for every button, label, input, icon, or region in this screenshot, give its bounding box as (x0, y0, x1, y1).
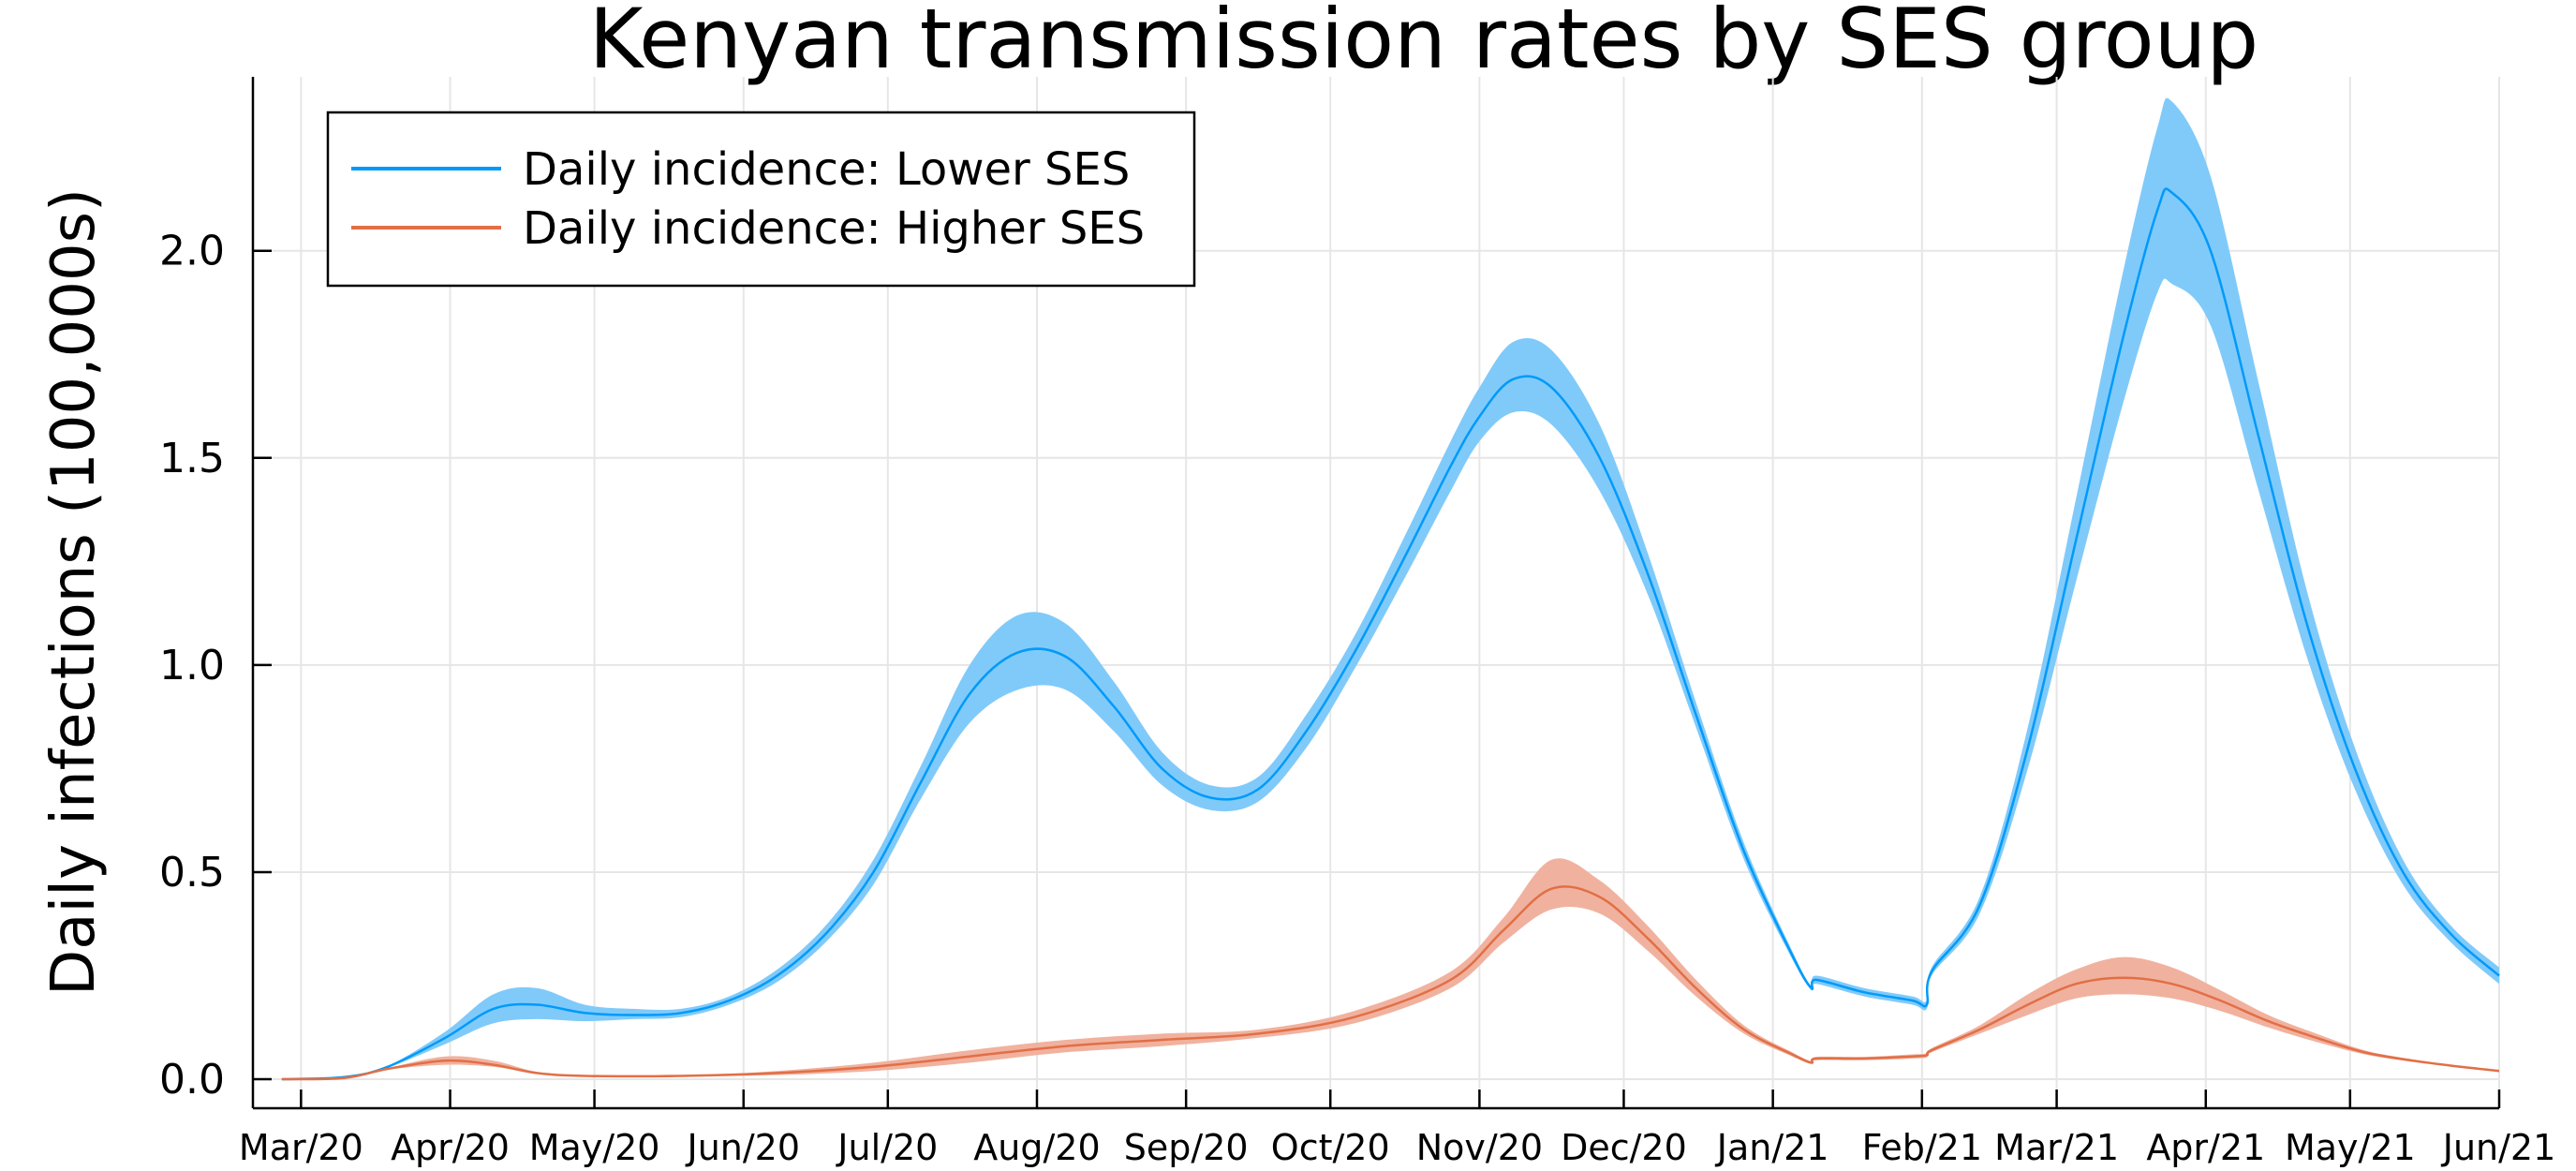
line-lower-ses (281, 187, 2500, 1081)
y-axis-label: Daily infections (100,000s) (39, 188, 109, 996)
band-lower-ses (281, 97, 2499, 1079)
y-tick-label: 1.0 (159, 642, 225, 689)
y-axis-ticks: 0.0 0.5 1.0 1.5 2.0 (159, 228, 272, 1104)
x-tick-label: May/21 (2285, 1127, 2416, 1168)
x-tick-label: Oct/20 (1271, 1127, 1390, 1168)
x-tick-label: Jun/21 (2441, 1127, 2556, 1168)
x-tick-label: Aug/20 (973, 1127, 1100, 1168)
x-tick-label: May/20 (529, 1127, 660, 1168)
y-tick-label: 2.0 (159, 228, 225, 275)
legend-label-higher-ses: Daily incidence: Higher SES (523, 202, 1145, 255)
x-tick-label: Mar/21 (1994, 1127, 2119, 1168)
chart-title: Kenyan transmission rates by SES group (589, 0, 2258, 87)
x-tick-label: Nov/20 (1416, 1127, 1543, 1168)
series-lines (281, 187, 2500, 1081)
x-tick-label: Mar/20 (239, 1127, 363, 1168)
x-axis-ticks: Mar/20 Apr/20 May/20 Jun/20 Jul/20 Aug/20 Sep/… (239, 1089, 2555, 1168)
y-tick-label: 0.5 (159, 849, 225, 897)
legend-box (326, 111, 1196, 288)
x-tick-label: Dec/20 (1561, 1127, 1687, 1168)
legend: Daily incidence: Lower SES Daily inciden… (326, 111, 1196, 288)
x-tick-label: Sep/20 (1124, 1127, 1249, 1168)
axes (251, 77, 2499, 1110)
y-tick-label: 0.0 (159, 1056, 225, 1104)
x-tick-label: Jul/20 (836, 1127, 938, 1168)
x-tick-label: Jun/20 (685, 1127, 800, 1168)
y-tick-label: 1.5 (159, 435, 225, 482)
x-tick-label: Apr/20 (391, 1127, 510, 1168)
x-tick-label: Jan/21 (1715, 1127, 1829, 1168)
confidence-bands (281, 97, 2499, 1080)
x-tick-label: Apr/21 (2146, 1127, 2265, 1168)
x-tick-label: Feb/21 (1862, 1127, 1982, 1168)
legend-label-lower-ses: Daily incidence: Lower SES (523, 143, 1130, 196)
line-higher-ses (281, 885, 2500, 1081)
